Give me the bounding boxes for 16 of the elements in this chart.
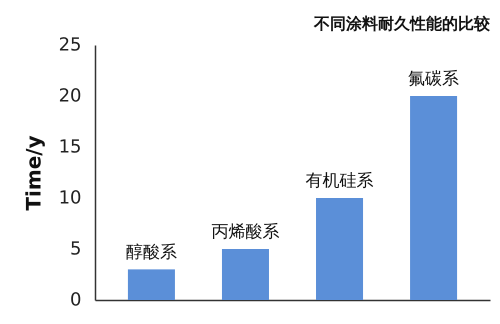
y-tick-label: 10 <box>58 188 82 208</box>
x-tick-label: 丙烯酸系 <box>211 222 280 242</box>
bar <box>410 96 458 300</box>
x-tick-label: 有机硅系 <box>306 171 374 191</box>
bar <box>316 198 364 300</box>
bar <box>222 249 269 300</box>
x-tick-label: 醇酸系 <box>126 242 177 262</box>
chart-title: 不同涂料耐久性能的比较 <box>313 14 491 33</box>
y-tick-label: 20 <box>58 86 82 106</box>
bar <box>128 269 175 300</box>
y-tick-label: 0 <box>70 290 82 310</box>
y-tick-label: 15 <box>58 136 82 158</box>
y-tick-label: 25 <box>58 34 82 56</box>
x-tick-label: 氟碳系 <box>408 69 460 89</box>
y-tick-label: 5 <box>70 238 82 260</box>
y-axis-title: Time/y <box>22 135 46 211</box>
